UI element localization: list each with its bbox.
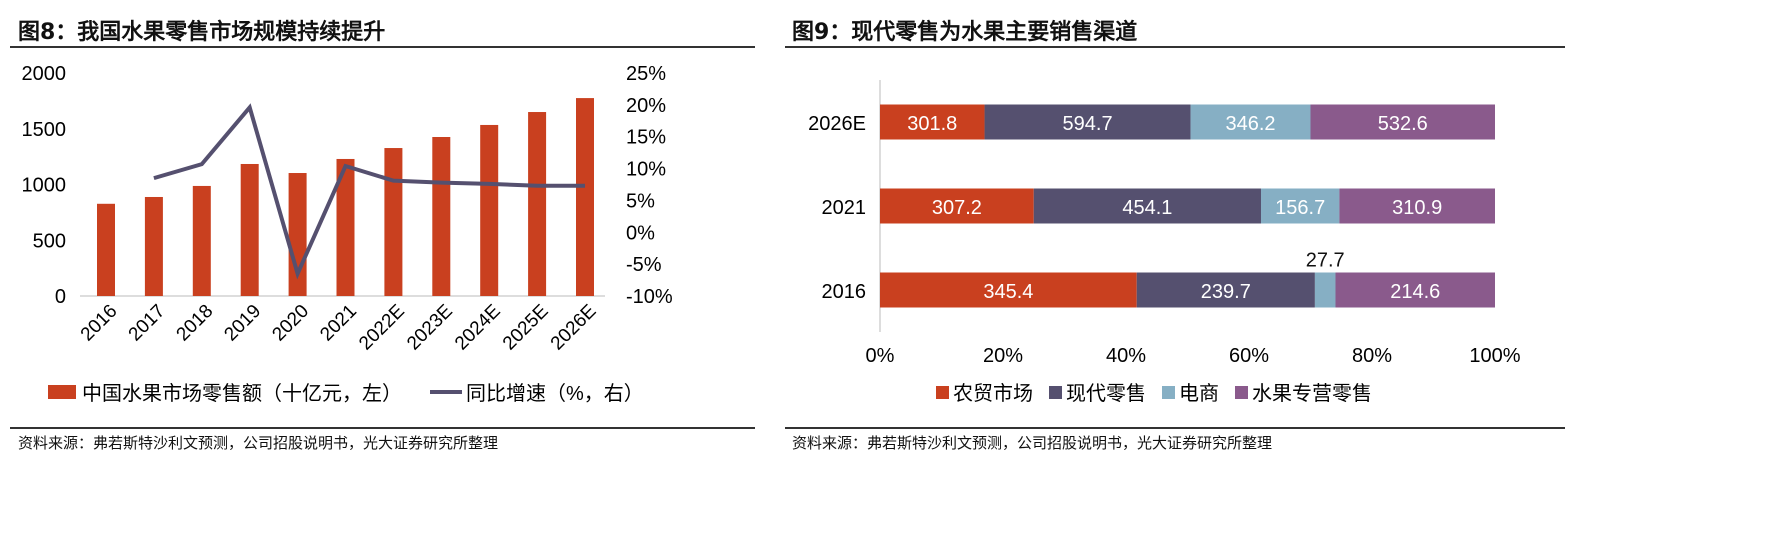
legend-label: 电商: [1179, 382, 1219, 405]
y2-tick-label: 5%: [626, 190, 655, 212]
title-rule: [785, 46, 1565, 48]
bar: [576, 98, 594, 297]
y2-tick-label: -5%: [626, 254, 662, 276]
source-note: 资料来源：弗若斯特沙利文预测，公司招股说明书，光大证券研究所整理: [792, 434, 1273, 452]
data-label: 301.8: [907, 113, 957, 135]
y2-tick-label: 25%: [626, 63, 666, 85]
y-tick-label: 0: [55, 286, 66, 308]
y-tick-label: 1000: [22, 175, 67, 197]
bar-segment: [1190, 104, 1311, 140]
bar: [528, 112, 547, 297]
bar-segment: [984, 104, 1191, 140]
legend-swatch: [1235, 386, 1248, 399]
y-tick-label: 2026E: [808, 113, 866, 135]
x-tick-label: 40%: [1106, 345, 1146, 367]
data-label: 594.7: [1063, 113, 1113, 135]
data-label: 454.1: [1122, 197, 1172, 219]
data-label: 239.7: [1201, 281, 1251, 303]
legend-swatch: [936, 386, 949, 399]
data-label: 156.7: [1275, 197, 1325, 219]
x-tick-label: 2016: [77, 301, 122, 346]
bar-segment: [1339, 188, 1495, 224]
bar: [97, 203, 115, 296]
legend-swatch: [1162, 386, 1175, 399]
y-tick-label: 500: [33, 230, 66, 252]
bar-segment: [880, 104, 985, 140]
source-rule: [785, 427, 1565, 429]
bar: [432, 137, 451, 296]
legend-swatch: [1049, 386, 1062, 399]
x-tick-label: 80%: [1352, 345, 1392, 367]
y2-tick-label: 0%: [626, 222, 655, 244]
data-label: 532.6: [1378, 113, 1428, 135]
legend-swatch-bar: [48, 385, 76, 399]
bar-segment: [1260, 188, 1340, 224]
y2-tick-label: -10%: [626, 286, 673, 308]
chart-title: 图9：现代零售为水果主要销售渠道: [792, 20, 1138, 45]
bar: [192, 185, 211, 296]
y-tick-label: 2016: [822, 281, 867, 303]
data-label: 310.9: [1392, 197, 1442, 219]
y2-tick-label: 20%: [626, 95, 666, 117]
source-note: 资料来源：弗若斯特沙利文预测，公司招股说明书，光大证券研究所整理: [18, 434, 499, 452]
x-tick-label: 2019: [220, 301, 265, 346]
legend-label: 水果专营零售: [1252, 382, 1372, 405]
bar: [240, 163, 259, 296]
y-tick-label: 1500: [22, 119, 67, 141]
legend-label: 中国水果市场零售额（十亿元，左）: [82, 382, 402, 405]
bar-segment: [1310, 104, 1495, 140]
bar-segment: [1033, 188, 1261, 224]
x-tick-label: 60%: [1229, 345, 1269, 367]
bar-segment: [880, 188, 1034, 224]
x-tick-label: 2020: [268, 301, 313, 346]
x-tick-label: 2023E: [403, 301, 457, 355]
y-tick-label: 2021: [822, 197, 867, 219]
source-rule: [10, 427, 755, 429]
data-label: 214.6: [1390, 281, 1440, 303]
x-tick-label: 2017: [125, 301, 170, 346]
legend-label: 农贸市场: [953, 382, 1033, 405]
growth-line: [153, 103, 585, 280]
y2-tick-label: 15%: [626, 127, 666, 149]
data-label: 27.7: [1306, 250, 1345, 272]
bar-segment: [1314, 272, 1336, 308]
legend-label: 同比增速（%，右）: [466, 382, 644, 405]
x-tick-label: 20%: [983, 345, 1023, 367]
x-tick-label: 2021: [316, 301, 361, 346]
bar: [336, 158, 355, 296]
x-tick-label: 2024E: [451, 301, 505, 355]
data-label: 345.4: [983, 281, 1033, 303]
legend-label: 现代零售: [1066, 382, 1146, 405]
bar-segment: [1335, 272, 1495, 308]
bar: [480, 124, 499, 296]
y-tick-label: 2000: [22, 63, 67, 85]
title-rule: [10, 46, 755, 48]
x-tick-label: 2025E: [499, 301, 553, 355]
x-tick-label: 0%: [866, 345, 895, 367]
x-tick-label: 2026E: [547, 301, 601, 355]
bar-segment: [1136, 272, 1315, 308]
bar-segment: [880, 272, 1137, 308]
x-tick-label: 2022E: [355, 301, 409, 355]
chart-title: 图8：我国水果零售市场规模持续提升: [18, 20, 386, 45]
left-panel: 图8：我国水果零售市场规模持续提升 资料来源：弗若斯特沙利文预测，公司招股说明书…: [0, 0, 765, 542]
x-tick-label: 100%: [1469, 345, 1520, 367]
bar: [144, 196, 163, 296]
y2-tick-label: 10%: [626, 159, 666, 181]
bar: [384, 148, 403, 296]
data-label: 307.2: [932, 197, 982, 219]
right-panel: 图9：现代零售为水果主要销售渠道 资料来源：弗若斯特沙利文预测，公司招股说明书，…: [780, 0, 1777, 542]
x-tick-label: 2018: [173, 301, 218, 346]
data-label: 346.2: [1225, 113, 1275, 135]
